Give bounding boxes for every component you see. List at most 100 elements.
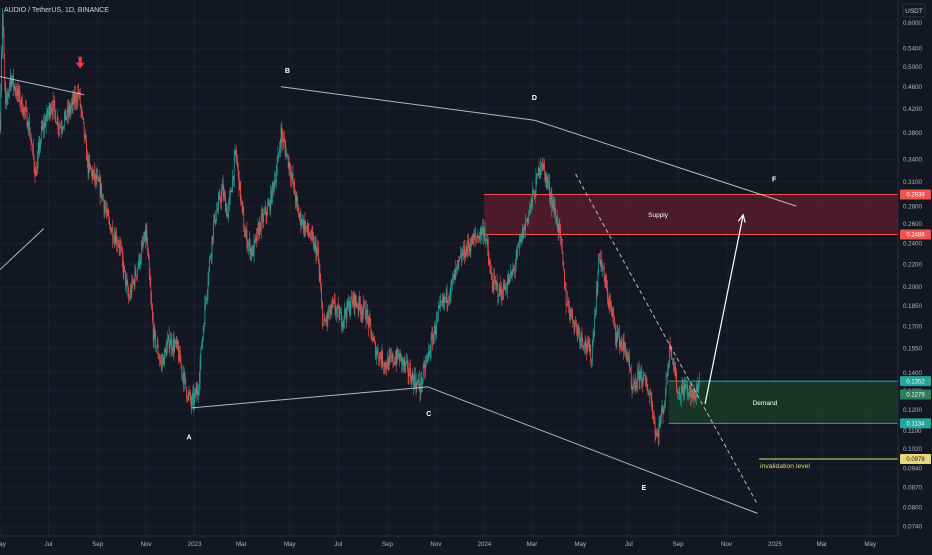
candle-body xyxy=(19,90,20,104)
candle-body xyxy=(698,380,699,385)
candle-body xyxy=(253,248,254,256)
candle-body xyxy=(560,226,561,238)
candle-body xyxy=(483,227,484,238)
candle-body xyxy=(163,357,164,365)
candle-body xyxy=(443,297,444,303)
candle-body xyxy=(581,332,582,338)
price-tick-label: 0.3100 xyxy=(903,179,922,186)
candle-body xyxy=(559,222,560,232)
candle-body xyxy=(617,333,618,342)
candle-body xyxy=(509,278,510,283)
candle-body xyxy=(448,300,449,301)
candle-body xyxy=(383,365,384,366)
candle-body xyxy=(19,90,20,95)
candle-body xyxy=(643,375,644,384)
candle-body xyxy=(235,151,236,157)
candle-body xyxy=(414,375,415,387)
candle-body xyxy=(520,240,521,241)
candle-body xyxy=(467,247,468,251)
candle-body xyxy=(44,121,45,129)
down-arrow-icon-stem xyxy=(79,57,82,63)
price-tick-label: 0.1020 xyxy=(903,446,922,453)
candle-body xyxy=(501,289,502,294)
candle-body xyxy=(495,280,496,283)
candle-body xyxy=(629,357,630,367)
candle-body xyxy=(27,109,28,126)
candle-body xyxy=(492,279,493,285)
demand-low-tag: 0.1134 xyxy=(907,422,926,428)
candle-body xyxy=(166,346,167,357)
candle-body xyxy=(100,179,101,195)
candle-body xyxy=(224,193,225,196)
candle-body xyxy=(397,349,398,363)
candle-body xyxy=(488,246,489,257)
candle-body xyxy=(426,360,427,364)
candle-body xyxy=(126,280,127,286)
candle-body xyxy=(297,196,298,201)
candle-body xyxy=(43,124,44,129)
candle-body xyxy=(26,108,27,110)
candle-body xyxy=(600,253,601,264)
candle-body xyxy=(340,312,341,313)
candle-body xyxy=(384,366,385,367)
candle-body xyxy=(203,329,204,337)
candle-body xyxy=(682,386,683,388)
candle-body xyxy=(651,393,652,399)
candle-body xyxy=(279,149,280,153)
candle-body xyxy=(453,275,454,279)
candle-body xyxy=(305,221,306,233)
candle-body xyxy=(319,262,320,272)
candle-body xyxy=(690,388,691,398)
candle-body xyxy=(205,300,206,303)
candle-body xyxy=(220,195,221,201)
candle-body xyxy=(486,240,487,241)
supply-low-tag: 0.2488 xyxy=(906,233,925,239)
candle-body xyxy=(175,340,176,344)
candle-body xyxy=(676,371,677,389)
candle-body xyxy=(161,361,162,362)
candle-body xyxy=(363,303,364,311)
time-tick-label: Nov xyxy=(430,541,442,548)
candle-body xyxy=(419,379,420,387)
candle-body xyxy=(185,374,186,378)
candle-body xyxy=(108,209,109,215)
candle-body xyxy=(424,365,425,367)
candle-body xyxy=(326,320,327,322)
candle-body xyxy=(355,296,356,303)
candle-body xyxy=(251,249,252,256)
wave-label-a: A xyxy=(186,435,191,442)
time-tick-label: Jul xyxy=(44,541,52,548)
candle-body xyxy=(395,359,396,365)
candle-body xyxy=(101,183,102,198)
candle-body xyxy=(538,167,539,175)
candle-body xyxy=(320,273,321,282)
candle-body xyxy=(171,339,172,350)
candle-body xyxy=(458,260,459,263)
candle-body xyxy=(237,160,238,165)
candle-body xyxy=(396,359,397,364)
candle-body xyxy=(174,344,175,351)
candle-body xyxy=(593,335,594,345)
candle-body xyxy=(598,255,599,273)
candle-body xyxy=(557,217,558,229)
candle-body xyxy=(364,303,365,305)
candle-body xyxy=(516,259,517,265)
candle-body xyxy=(145,231,146,239)
candle-body xyxy=(386,368,387,369)
candle-body xyxy=(678,392,679,393)
candle-body xyxy=(299,216,300,217)
candle-body xyxy=(151,286,152,297)
candle-body xyxy=(412,374,413,385)
candle-body xyxy=(135,270,136,276)
candle-body xyxy=(82,112,83,117)
candle-body xyxy=(336,311,337,314)
candle-body xyxy=(295,194,296,201)
candle-body xyxy=(368,316,369,327)
time-tick-label: Jul xyxy=(334,541,342,548)
candle-body xyxy=(316,243,317,257)
candle-body xyxy=(594,317,595,334)
candle-body xyxy=(420,388,421,393)
candle-body xyxy=(124,266,125,270)
